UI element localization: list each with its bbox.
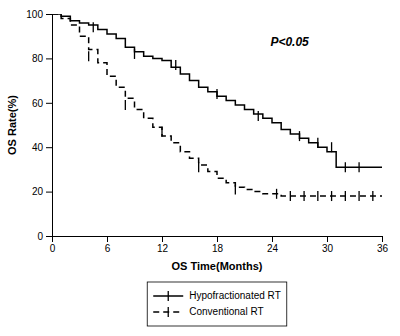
y-tick-label: 20 (32, 186, 44, 197)
censor-mark (258, 111, 259, 121)
censor-mark (276, 189, 277, 199)
x-tick-label: 36 (377, 243, 389, 254)
x-tick-label: 0 (50, 243, 56, 254)
x-tick: 12 (157, 236, 169, 254)
x-axis: 0 6 12 18 24 30 36 (50, 236, 389, 254)
x-tick-mark (382, 236, 383, 242)
x-tick-mark (272, 236, 273, 242)
y-tick-mark (46, 192, 52, 193)
y-tick-label: 100 (26, 9, 43, 20)
y-tick-label: 0 (37, 231, 43, 242)
y-tick-mark (46, 147, 52, 148)
survival-line (52, 14, 382, 167)
x-tick-label: 12 (157, 243, 169, 254)
censor-mark (161, 127, 162, 137)
y-tick: 20 (32, 186, 52, 197)
legend-label: Hypofractionated RT (189, 290, 281, 301)
censor-mark (317, 191, 318, 201)
legend-item: Conventional RT (153, 306, 263, 317)
x-axis-title: OS Time(Months) (172, 260, 263, 272)
legend-censor-symbol (168, 291, 169, 301)
x-tick-mark (327, 236, 328, 242)
y-tick: 100 (26, 9, 52, 20)
plot: 0 6 12 18 24 30 36 0 20 40 60 80 100 OS Time(Months) O… (6, 9, 388, 272)
y-tick-label: 40 (32, 142, 44, 153)
x-axis-line (53, 237, 383, 243)
x-tick-mark (107, 236, 108, 242)
censor-mark (317, 138, 318, 148)
censor-mark (88, 51, 89, 61)
marks (52, 14, 382, 201)
y-tick: 60 (32, 98, 52, 109)
censor-mark (372, 191, 373, 201)
censor-mark (134, 49, 135, 59)
censor-mark (235, 184, 236, 194)
y-tick-label: 80 (32, 53, 44, 64)
p-value: P<0.05 (270, 35, 309, 49)
y-axis: 0 20 40 60 80 100 (26, 9, 52, 242)
x-tick: 6 (105, 236, 111, 254)
legend-censor-symbol (168, 307, 169, 317)
censor-mark (125, 100, 126, 110)
y-tick: 80 (32, 53, 52, 64)
y-tick-mark (46, 14, 52, 15)
censor-mark (358, 162, 359, 172)
censor-mark (216, 89, 217, 99)
y-axis-line (46, 15, 53, 237)
x-tick: 30 (322, 236, 334, 254)
legend-frame (147, 282, 287, 326)
x-tick: 24 (267, 236, 279, 254)
censor-mark (345, 191, 346, 201)
censor-mark (331, 191, 332, 201)
censor-mark (331, 142, 332, 152)
censor-mark (93, 22, 94, 32)
legend-item: Hypofractionated RT (153, 290, 281, 301)
x-tick: 36 (377, 236, 389, 254)
x-tick-label: 30 (322, 243, 334, 254)
x-tick: 0 (50, 236, 56, 254)
y-tick-label: 60 (32, 98, 44, 109)
censor-mark (303, 191, 304, 201)
y-axis-title: OS Rate(%) (6, 95, 18, 155)
legend-label: Conventional RT (189, 306, 263, 317)
x-tick-label: 6 (105, 243, 111, 254)
x-tick: 18 (212, 236, 224, 254)
censor-mark (358, 191, 359, 201)
survival-line (52, 14, 382, 196)
x-tick-label: 24 (267, 243, 279, 254)
censor-mark (290, 191, 291, 201)
censor-mark (175, 60, 176, 70)
censor-mark (345, 162, 346, 172)
chart: 0 6 12 18 24 30 36 0 20 40 60 80 100 OS Time(Months) O… (0, 0, 400, 336)
y-tick-mark (46, 236, 52, 237)
x-tick-mark (162, 236, 163, 242)
x-tick-label: 18 (212, 243, 224, 254)
censor-mark (198, 162, 199, 172)
y-tick-mark (46, 58, 52, 59)
x-tick-mark (217, 236, 218, 242)
y-tick: 0 (37, 231, 52, 242)
censor-mark (299, 131, 300, 141)
legend: Hypofractionated RT Conventional RT (147, 282, 287, 326)
y-tick: 40 (32, 142, 52, 153)
y-tick-mark (46, 103, 52, 104)
